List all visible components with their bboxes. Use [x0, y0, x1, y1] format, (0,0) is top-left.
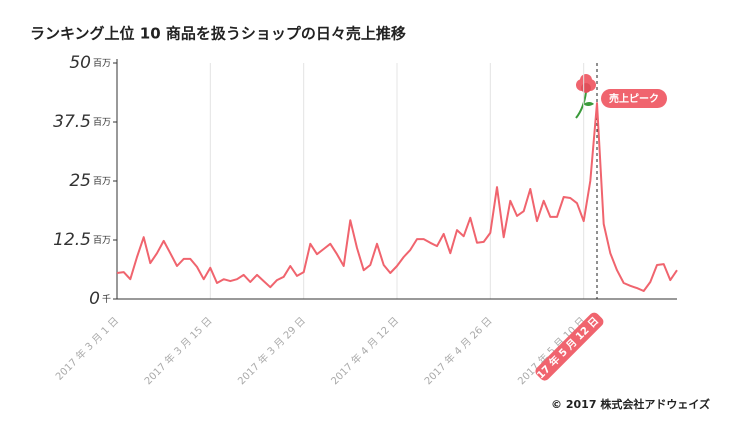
- y-tick-label: 37.5 百万: [53, 112, 111, 132]
- y-tick-unit: 百万: [93, 117, 111, 128]
- x-tick-label: 2017 年 3 月 29 日: [235, 314, 308, 387]
- sales-line: [116, 102, 678, 292]
- y-tick-label: 50 百万: [69, 53, 111, 73]
- y-tick-unit: 百万: [93, 176, 111, 187]
- y-tick-number: 50: [69, 53, 91, 73]
- annotation-pill: [601, 89, 667, 108]
- x-tick-label: 2017 年 4 月 12 日: [328, 314, 401, 387]
- x-tick-label: 2017 年 3 月 1 日: [53, 314, 122, 383]
- highlight-tick: 2017 年 5 月 12 日: [524, 312, 604, 391]
- x-tick-label: 2017 年 4 月 26 日: [421, 314, 494, 387]
- y-tick-number: 25: [69, 171, 91, 191]
- y-tick-unit: 千: [102, 294, 111, 305]
- y-tick-unit: 百万: [93, 58, 111, 69]
- y-tick-number: 37.5: [53, 112, 91, 132]
- y-tick-label: 25 百万: [69, 171, 111, 191]
- y-tick-unit: 百万: [93, 235, 111, 246]
- credit: © 2017 株式会社アドウェイズ: [551, 397, 710, 411]
- carnation-icon: [575, 74, 596, 119]
- x-tick-label: 2017 年 3 月 15 日: [141, 314, 214, 387]
- chart-title: ランキング上位 10 商品を扱うショップの日々売上推移: [30, 25, 406, 43]
- y-tick-number: 12.5: [53, 230, 91, 250]
- annotation-text: 売上ピーク: [609, 92, 659, 105]
- x-tick-label: 2017 年 5 月 10 日: [515, 314, 588, 387]
- y-tick-number: 0: [89, 289, 100, 309]
- highlight-label: 2017 年 5 月 12 日: [524, 314, 601, 391]
- highlight-badge: [535, 312, 604, 381]
- y-tick-label: 12.5 百万: [53, 230, 111, 250]
